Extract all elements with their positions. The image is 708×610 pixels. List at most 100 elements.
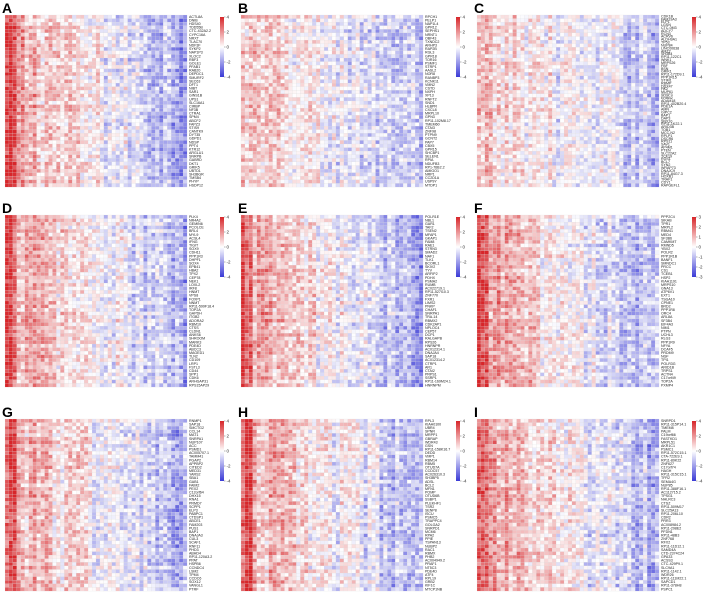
row-label: TMSB4 [189,176,201,180]
heatmap-cell [284,151,289,155]
heatmap-cell [139,104,144,109]
heatmap-cell [292,122,297,127]
heatmap-cell [127,90,132,94]
heatmap-cell [320,104,325,109]
heatmap-cell [355,72,360,77]
heatmap-cell [355,79,360,84]
heatmap-cell [32,104,37,109]
heatmap-cell [12,97,17,102]
heatmap-cell [56,151,61,155]
heatmap-cell [343,32,348,37]
heatmap-cell [115,118,120,123]
heatmap-cell [563,47,569,51]
heatmap-cell [56,43,61,48]
heatmap-cell [399,136,404,141]
heatmap-cell [395,40,400,44]
heatmap-cell [304,61,309,66]
heatmap-cell [399,154,404,159]
heatmap-cell [327,65,333,69]
heatmap-cell [12,108,17,112]
heatmap-cell [20,108,25,112]
heatmap-cell [248,176,253,180]
heatmap-cell [331,140,337,145]
heatmap-cell [288,147,293,152]
heatmap-cell [355,75,360,80]
heatmap-cell [16,154,21,159]
heatmap-cell [351,97,356,102]
heatmap-cell [276,72,281,77]
heatmap-cell [88,83,93,87]
heatmap-cell [324,161,329,166]
heatmap-cell [20,47,25,51]
heatmap-cell [571,36,577,41]
heatmap-cell [343,151,348,155]
heatmap-cell [556,29,561,34]
heatmap-cell [312,165,317,170]
heatmap-cell [383,161,388,166]
heatmap-cell [143,104,148,109]
heatmap-cell [88,29,93,34]
heatmap-cell [512,14,517,19]
heatmap-cell [44,93,49,98]
heatmap-cell [355,154,360,159]
heatmap-cell [407,100,412,105]
heatmap-cell [375,176,380,180]
heatmap-cell [68,158,73,163]
heatmap-cell [331,158,337,163]
heatmap-cell [28,79,33,84]
heatmap-cell [175,151,180,155]
heatmap-cell [99,169,105,173]
heatmap-cell [375,29,380,34]
heatmap-cell [123,129,128,134]
heatmap-cell [91,126,97,130]
heatmap-cell [16,183,21,188]
heatmap-cell [312,90,317,94]
heatmap-cell [24,136,29,141]
heatmap-cell [260,65,265,69]
heatmap-cell [179,143,184,148]
heatmap-cell [300,111,305,116]
heatmap-cell [4,154,10,159]
heatmap-cell [268,100,273,105]
heatmap-cell [264,22,269,26]
heatmap-cell [12,36,17,41]
heatmap-cell [119,165,124,170]
heatmap-cell [80,86,85,91]
heatmap-cell [44,108,49,112]
heatmap-cell [367,122,372,127]
heatmap-cell [32,93,37,98]
heatmap-cell [60,54,65,59]
heatmap-cell [44,133,49,137]
colorbar-tick-label: 2 [227,30,230,35]
heatmap-cell [347,108,352,112]
heatmap-cell [52,122,57,127]
heatmap-cell [391,100,396,105]
heatmap-cell [363,14,368,19]
heatmap-cell [159,183,164,188]
heatmap-cell [363,43,368,48]
heatmap-cell [28,129,33,134]
heatmap-cell [252,115,257,120]
heatmap-cell [115,43,120,48]
heatmap-cell [252,136,257,141]
heatmap-cell [8,161,14,166]
heatmap-cell [407,57,412,62]
heatmap-cell [300,169,305,173]
heatmap-cell [135,133,140,137]
heatmap-cell [16,83,21,87]
heatmap-cell [391,118,396,123]
heatmap-cell [355,14,360,19]
heatmap-cell [324,136,329,141]
heatmap-cell [44,75,49,80]
heatmap-cell [135,118,140,123]
heatmap-cell [139,29,144,34]
heatmap-cell [179,100,184,105]
heatmap-cell [316,43,321,48]
heatmap-cell [131,118,136,123]
heatmap-cell [175,129,180,134]
heatmap-cell [339,40,344,44]
heatmap-cell [115,83,120,87]
heatmap-cell [159,50,164,55]
heatmap-cell [103,183,108,188]
heatmap-cell [84,65,89,69]
